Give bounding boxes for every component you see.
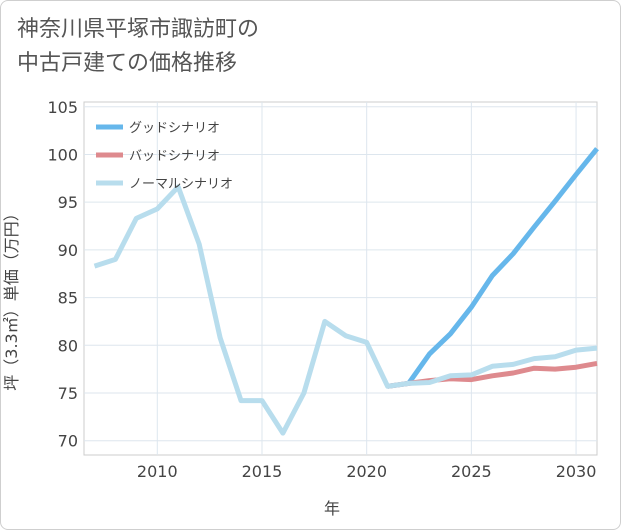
grid-lines: [84, 102, 597, 455]
y-tick-100: 100: [47, 145, 78, 164]
legend-label-2: ノーマルシナリオ: [129, 177, 233, 192]
series-line-0: [387, 147, 599, 389]
y-tick-labels: 70 75 80 85 90 95 100 105: [47, 98, 78, 451]
series-line-2: [93, 184, 598, 436]
y-tick-90: 90: [58, 241, 78, 260]
plot-area: [83, 101, 598, 456]
x-tick-2015: 2015: [242, 462, 283, 481]
legend-label-0: グッドシナリオ: [129, 121, 220, 136]
y-tick-95: 95: [58, 193, 78, 212]
x-axis-title: 年: [324, 499, 340, 518]
chart-title-line-1: 神奈川県平塚市諏訪町の: [17, 17, 260, 42]
y-tick-75: 75: [58, 384, 78, 403]
x-tick-2025: 2025: [451, 462, 492, 481]
chart-title-line-2: 中古戸建ての価格推移: [17, 51, 238, 76]
legend-label-1: バッドシナリオ: [129, 149, 220, 164]
y-tick-80: 80: [58, 336, 78, 355]
y-tick-70: 70: [58, 432, 78, 451]
y-tick-85: 85: [58, 289, 78, 308]
y-tick-105: 105: [47, 98, 78, 117]
x-tick-2030: 2030: [556, 462, 597, 481]
series-lines: [93, 147, 599, 436]
y-axis-title: 坪（3.3㎡）単価（万円）: [2, 205, 21, 390]
x-tick-2010: 2010: [137, 462, 178, 481]
x-tick-2020: 2020: [346, 462, 387, 481]
chart-title: 神奈川県平塚市諏訪町の 中古戸建ての価格推移: [17, 13, 259, 81]
x-tick-labels: 2010 2015 2020 2025 2030: [137, 462, 596, 481]
